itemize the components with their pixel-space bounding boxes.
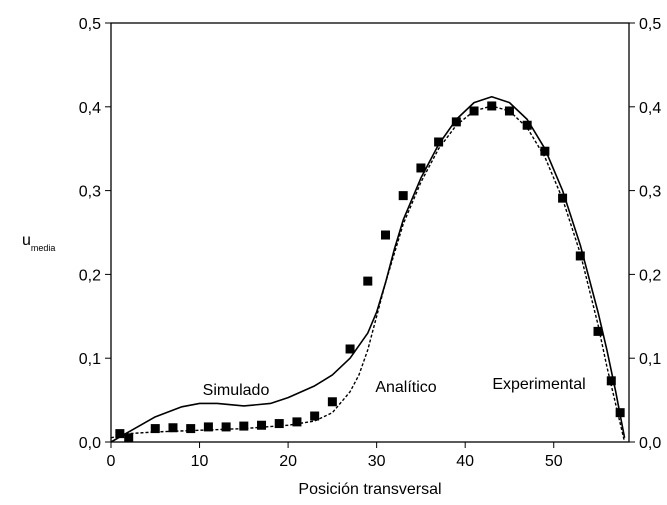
data-point bbox=[203, 422, 213, 432]
data-point bbox=[469, 106, 479, 116]
data-point bbox=[363, 276, 373, 286]
data-point bbox=[615, 408, 625, 418]
data-point bbox=[522, 120, 532, 130]
data-point bbox=[310, 411, 320, 421]
data-point bbox=[257, 420, 267, 430]
data-point bbox=[327, 397, 337, 407]
series-label: Analítico bbox=[375, 379, 436, 396]
data-point bbox=[593, 326, 603, 336]
data-point bbox=[540, 146, 550, 156]
y-tick-label: 0,1 bbox=[79, 351, 101, 368]
x-tick-label: 0 bbox=[107, 453, 116, 470]
y2-tick-label: 0,2 bbox=[639, 267, 661, 284]
data-point bbox=[150, 424, 160, 434]
data-point bbox=[124, 433, 134, 443]
y2-tick-label: 0,4 bbox=[639, 100, 661, 117]
data-point bbox=[558, 193, 568, 203]
x-tick-label: 50 bbox=[545, 453, 563, 470]
data-point bbox=[451, 117, 461, 127]
data-point bbox=[274, 419, 284, 429]
x-tick-label: 10 bbox=[191, 453, 209, 470]
data-point bbox=[416, 163, 426, 173]
y-axis-label-sub: media bbox=[31, 243, 56, 253]
x-axis-label: Posición transversal bbox=[298, 481, 441, 498]
y-tick-label: 0,3 bbox=[79, 184, 101, 201]
data-point bbox=[434, 137, 444, 147]
y2-tick-label: 0,1 bbox=[639, 351, 661, 368]
plot-frame bbox=[110, 22, 630, 443]
y-tick-label: 0,2 bbox=[79, 267, 101, 284]
y2-tick-label: 0,0 bbox=[639, 435, 661, 452]
data-point bbox=[504, 106, 514, 116]
data-point bbox=[221, 422, 231, 432]
data-point bbox=[575, 251, 585, 261]
y2-tick-label: 0,5 bbox=[639, 16, 661, 33]
x-tick-label: 30 bbox=[368, 453, 386, 470]
series-line bbox=[110, 95, 626, 443]
x-tick-label: 20 bbox=[279, 453, 297, 470]
data-point bbox=[487, 101, 497, 111]
y-axis-label: umedia bbox=[22, 232, 55, 253]
series-line bbox=[110, 105, 626, 443]
series-label: Simulado bbox=[203, 382, 270, 399]
x-tick-label: 40 bbox=[456, 453, 474, 470]
y-axis-label-main: u bbox=[22, 232, 31, 249]
data-point bbox=[115, 429, 125, 439]
data-point bbox=[168, 423, 178, 433]
series-label: Experimental bbox=[492, 376, 585, 393]
y-tick-label: 0,5 bbox=[79, 16, 101, 33]
data-point bbox=[345, 344, 355, 354]
y2-tick-label: 0,3 bbox=[639, 184, 661, 201]
data-point bbox=[380, 230, 390, 240]
data-point bbox=[398, 191, 408, 201]
data-point bbox=[606, 376, 616, 386]
y-tick-label: 0,4 bbox=[79, 100, 101, 117]
y-tick-label: 0,0 bbox=[79, 435, 101, 452]
data-point bbox=[186, 424, 196, 434]
data-point bbox=[239, 421, 249, 431]
data-point bbox=[292, 417, 302, 427]
